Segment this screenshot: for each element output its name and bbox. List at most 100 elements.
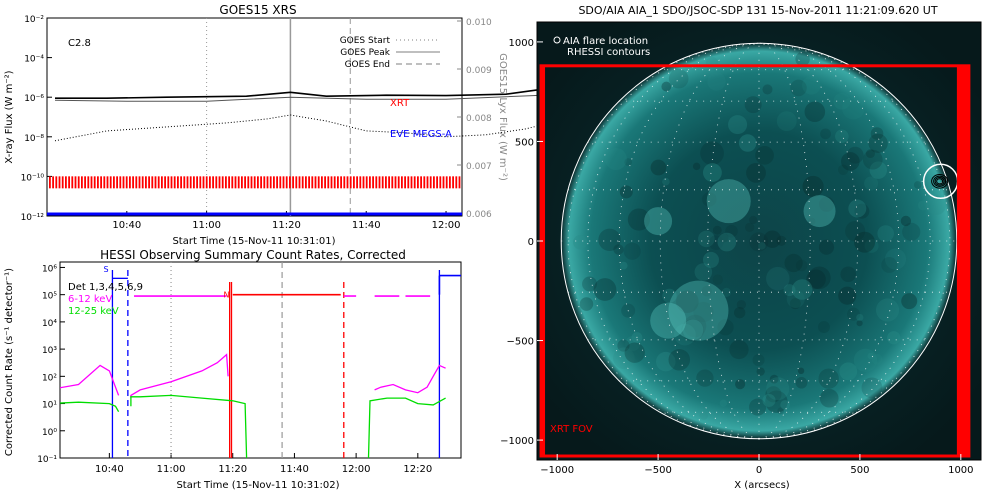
xrt-band-tick (74, 176, 77, 189)
night-marker: N (223, 291, 229, 300)
goes-y-tick-label: 10⁻⁸ (24, 134, 44, 144)
disk-texture-blob (707, 72, 726, 91)
aia-legend: AIA flare location RHESSI contours (553, 36, 650, 58)
xrt-band-tick (417, 176, 419, 189)
goes-legend-label: GOES Peak (340, 48, 390, 58)
goes-series-line (54, 94, 542, 102)
disk-texture-blob (702, 192, 717, 207)
disk-texture-blob (756, 367, 765, 376)
disk-texture-blob (854, 231, 876, 253)
xrt-band-tick (343, 176, 346, 189)
xrt-band-tick (401, 176, 403, 189)
hessi-x-tick-label: 12:00 (342, 464, 371, 475)
hessi-x-axis-label: Start Time (15-Nov-11 10:31:02) (176, 480, 339, 491)
disk-texture-blob (702, 251, 719, 268)
disk-texture-blob (807, 217, 816, 226)
disk-texture-blob (617, 339, 630, 352)
hessi-count-rate-chart: HESSI Observing Summary Count Rates, Cor… (4, 248, 462, 491)
disk-texture-blob (746, 162, 766, 183)
disk-texture-blob (918, 200, 929, 211)
disk-texture-blob (752, 354, 765, 367)
xrt-band-tick (394, 176, 397, 189)
disk-texture-blob (802, 175, 824, 198)
xrt-band-tick (279, 176, 282, 189)
disk-texture-blob (693, 301, 714, 323)
disk-texture-blob (862, 149, 883, 170)
disk-texture-blob (682, 319, 704, 341)
disk-texture-blob (817, 321, 830, 333)
xrt-band-tick (458, 176, 461, 189)
disk-texture-blob (818, 368, 839, 389)
disk-texture-blob (784, 253, 803, 273)
xrt-band-tick (311, 176, 314, 189)
disk-texture-blob (795, 376, 808, 389)
disk-texture-blob (683, 314, 707, 338)
xrt-band-tick (289, 176, 291, 189)
disk-texture-blob (902, 222, 921, 241)
disk-texture-blob (808, 266, 831, 290)
xrt-band-tick (250, 176, 253, 189)
xrt-band-tick (151, 176, 154, 189)
disk-texture-blob (692, 162, 701, 171)
disk-texture-blob (839, 362, 858, 381)
disk-texture-blob (819, 388, 839, 408)
aia-x-tick-label: 0 (756, 465, 762, 476)
goes-y-axis-label: X-ray Flux (W m⁻²) (4, 70, 15, 163)
xrt-band-tick (423, 176, 426, 189)
xrt-band-tick (244, 176, 246, 189)
goes-legend-label: GOES Start (340, 36, 391, 46)
xrt-band-tick (455, 176, 458, 189)
xrt-band-tick (257, 176, 259, 189)
xrt-band-tick (285, 176, 288, 189)
disk-texture-blob (755, 145, 774, 165)
disk-texture-blob (854, 203, 870, 219)
disk-texture-blob (619, 185, 633, 199)
hessi-y-tick-label: 10⁻¹ (37, 455, 57, 465)
xrt-band-tick (106, 176, 109, 189)
xrt-band-tick (442, 176, 445, 189)
disk-texture-blob (806, 269, 826, 289)
xrt-band-tick (228, 176, 230, 189)
aia-legend-rhessi: RHESSI contours (567, 47, 650, 58)
disk-texture-blob (613, 244, 624, 255)
rhessi-contour (931, 173, 949, 189)
aia-y-tick-label: 500 (515, 137, 534, 148)
xrt-band-tick (321, 176, 323, 189)
hessi-y-tick-label: 10⁰ (42, 428, 57, 438)
disk-texture-blob (884, 248, 907, 270)
hessi-y-tick-label: 10⁵ (42, 292, 57, 302)
xrt-band-tick (218, 176, 221, 189)
xrt-band-tick (170, 176, 173, 189)
xrt-band-tick (129, 176, 131, 189)
disk-texture-blob (766, 266, 790, 291)
solar-limb (560, 42, 958, 440)
xrt-band-tick (125, 176, 128, 189)
disk-texture-blob (853, 348, 878, 372)
xrt-band-tick (375, 176, 378, 189)
xrt-band-tick (269, 176, 272, 189)
disk-texture-blob (712, 274, 723, 285)
disk-texture-blob (795, 51, 810, 67)
disk-texture-blob (701, 285, 712, 297)
active-region-glow (803, 195, 836, 228)
disk-texture-blob (776, 111, 797, 132)
xrt-band-tick (452, 176, 454, 189)
xrt-band-tick (157, 176, 160, 189)
xrt-band-tick (164, 176, 166, 189)
disk-texture-blob (868, 133, 888, 154)
xrt-band-tick (212, 176, 214, 189)
goes-right-y-tick-label: 0.007 (466, 162, 492, 172)
xrt-band-tick (305, 176, 307, 189)
disk-texture-blob (721, 287, 732, 297)
disk-texture-blob (696, 369, 714, 387)
xrt-band-tick (378, 176, 381, 189)
xrt-band-tick (276, 176, 278, 189)
disk-texture-blob (572, 235, 588, 250)
xrt-band-tick (327, 176, 330, 189)
disk-texture-blob (728, 115, 748, 135)
xrt-band-tick (167, 176, 170, 189)
xrt-band-tick (189, 176, 192, 189)
xrt-fov-edge-bar (541, 65, 546, 457)
